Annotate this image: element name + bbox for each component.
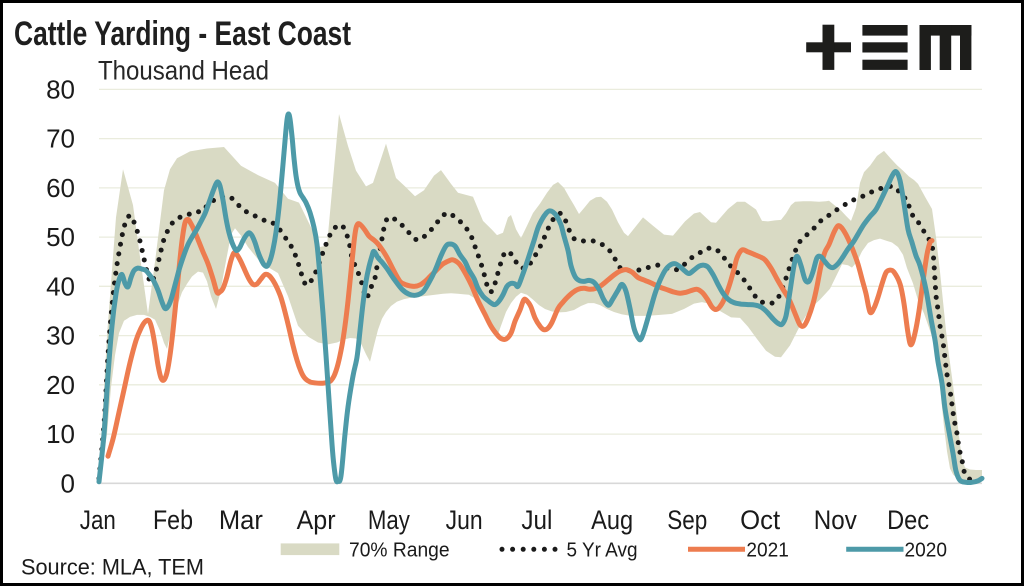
svg-text:Jan: Jan bbox=[80, 505, 116, 535]
svg-text:Oct: Oct bbox=[740, 505, 780, 535]
svg-text:2021: 2021 bbox=[746, 540, 789, 562]
svg-text:May: May bbox=[368, 505, 410, 535]
svg-text:0: 0 bbox=[61, 468, 75, 498]
svg-text:50: 50 bbox=[46, 222, 75, 252]
svg-text:Dec: Dec bbox=[887, 505, 929, 535]
svg-text:70: 70 bbox=[46, 124, 75, 154]
svg-text:Thousand Head: Thousand Head bbox=[98, 55, 269, 85]
svg-text:Nov: Nov bbox=[814, 505, 857, 535]
svg-text:Feb: Feb bbox=[153, 505, 193, 535]
svg-text:Sep: Sep bbox=[667, 505, 707, 535]
svg-text:Apr: Apr bbox=[297, 505, 336, 535]
svg-text:Source: MLA, TEM: Source: MLA, TEM bbox=[21, 555, 204, 580]
svg-text:10: 10 bbox=[46, 419, 75, 449]
svg-text:2020: 2020 bbox=[905, 540, 948, 562]
svg-text:Jun: Jun bbox=[446, 505, 483, 535]
svg-text:60: 60 bbox=[46, 173, 75, 203]
svg-text:Aug: Aug bbox=[591, 505, 633, 535]
svg-text:20: 20 bbox=[46, 370, 75, 400]
svg-text:70% Range: 70% Range bbox=[349, 540, 450, 562]
svg-text:Jul: Jul bbox=[521, 505, 552, 535]
svg-text:Mar: Mar bbox=[219, 505, 263, 535]
svg-text:80: 80 bbox=[46, 74, 75, 104]
svg-text:30: 30 bbox=[46, 321, 75, 351]
svg-text:Cattle Yarding - East Coast: Cattle Yarding - East Coast bbox=[14, 15, 351, 53]
svg-text:40: 40 bbox=[46, 271, 75, 301]
svg-text:5 Yr Avg: 5 Yr Avg bbox=[567, 540, 638, 562]
